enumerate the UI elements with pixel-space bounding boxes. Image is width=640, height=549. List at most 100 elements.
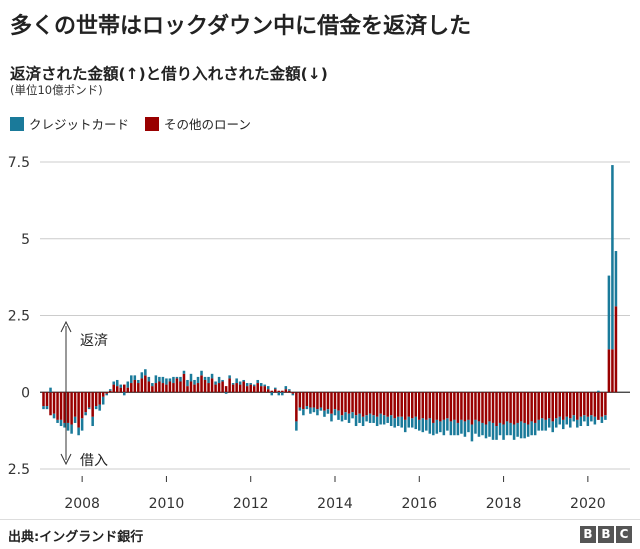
bar-credit-card xyxy=(347,413,351,423)
bar-other-loans xyxy=(470,392,474,425)
bar-other-loans xyxy=(604,392,607,416)
annotation-repay-label: 返済 xyxy=(80,333,108,349)
bar-credit-card xyxy=(516,422,519,437)
bar-credit-card xyxy=(235,378,238,384)
bar-credit-card xyxy=(389,415,393,427)
bar-credit-card xyxy=(42,406,45,410)
bar-credit-card xyxy=(407,416,411,428)
bar-other-loans xyxy=(389,392,393,416)
bar-credit-card xyxy=(108,389,112,391)
y-tick-label: 2.5 xyxy=(8,462,30,478)
unit-label: (単位10億ポンド) xyxy=(10,83,103,97)
bar-credit-card xyxy=(439,421,442,433)
bar-other-loans xyxy=(242,381,245,393)
bar-other-loans xyxy=(161,383,165,393)
bars xyxy=(42,165,618,442)
bar-other-loans xyxy=(477,392,481,422)
bar-other-loans xyxy=(231,384,235,393)
bar-credit-card xyxy=(245,383,249,387)
bar-credit-card xyxy=(537,419,540,431)
bar-credit-card xyxy=(519,421,523,439)
bar-other-loans xyxy=(449,392,453,422)
bar-credit-card xyxy=(554,418,558,428)
legend-swatch-credit-card xyxy=(10,116,24,131)
legend-swatch-other-loans xyxy=(145,116,160,131)
bar-credit-card xyxy=(182,370,186,374)
bar-credit-card xyxy=(544,419,547,431)
bar-credit-card xyxy=(583,415,586,422)
bar-other-loans xyxy=(523,392,526,423)
bar-other-loans xyxy=(428,392,432,419)
bar-other-loans xyxy=(245,386,249,393)
bar-other-loans xyxy=(344,392,347,413)
bar-other-loans xyxy=(558,392,562,417)
bar-credit-card xyxy=(266,386,270,390)
bar-other-loans xyxy=(481,392,484,423)
bar-credit-card xyxy=(565,416,569,425)
bar-credit-card xyxy=(432,422,435,436)
bar-other-loans xyxy=(305,392,309,407)
bar-credit-card xyxy=(421,418,425,433)
y-tick-label: 5 xyxy=(21,232,30,248)
bar-credit-card xyxy=(210,373,214,379)
bar-other-loans xyxy=(569,392,572,419)
bar-other-loans xyxy=(533,392,537,423)
bar-credit-card xyxy=(600,416,604,423)
bar-credit-card xyxy=(224,392,228,394)
bar-other-loans xyxy=(66,392,70,423)
bbc-logo-letter-1: B xyxy=(580,526,596,543)
bar-other-loans xyxy=(432,392,435,423)
bar-credit-card xyxy=(94,406,98,410)
bar-credit-card xyxy=(80,418,84,431)
bar-credit-card xyxy=(456,422,460,436)
bar-other-loans xyxy=(256,383,259,393)
bar-credit-card xyxy=(179,376,182,382)
bar-other-loans xyxy=(519,392,523,422)
bbc-logo-letter-3: C xyxy=(616,526,632,543)
bar-credit-card xyxy=(203,376,207,380)
bar-credit-card xyxy=(284,386,288,390)
bar-credit-card xyxy=(418,419,421,431)
bar-other-loans xyxy=(358,392,361,414)
bar-other-loans xyxy=(151,386,154,393)
bar-credit-card xyxy=(337,410,340,420)
bar-other-loans xyxy=(614,306,618,393)
bar-other-loans xyxy=(182,373,186,393)
bar-credit-card xyxy=(586,416,590,427)
bar-other-loans xyxy=(544,392,547,420)
bar-credit-card xyxy=(547,418,551,428)
bar-credit-card xyxy=(502,424,505,440)
bar-credit-card xyxy=(274,387,277,390)
bar-other-loans xyxy=(179,381,182,393)
bar-credit-card xyxy=(59,419,63,427)
bar-credit-card xyxy=(488,421,491,437)
bar-credit-card xyxy=(112,381,116,385)
bar-other-loans xyxy=(63,392,66,423)
bar-other-loans xyxy=(42,392,45,407)
bar-credit-card xyxy=(140,372,144,379)
source-label: 出典:イングランド銀行 xyxy=(8,530,144,545)
bar-credit-card xyxy=(130,375,133,384)
bar-other-loans xyxy=(572,392,576,416)
annotation-borrow-label: 借入 xyxy=(80,453,108,469)
bar-credit-card xyxy=(200,370,203,376)
bar-other-loans xyxy=(52,392,56,414)
bar-credit-card xyxy=(484,424,488,439)
bar-other-loans xyxy=(259,386,263,393)
bar-other-loans xyxy=(425,392,428,420)
bar-credit-card xyxy=(161,376,165,384)
bar-other-loans xyxy=(365,392,368,416)
bar-credit-card xyxy=(561,419,565,430)
bar-other-loans xyxy=(540,392,544,419)
bar-credit-card xyxy=(326,409,330,414)
legend: クレジットカード その他のローン xyxy=(10,114,267,133)
bar-other-loans xyxy=(323,392,326,411)
bar-other-loans xyxy=(98,392,101,405)
bar-other-loans xyxy=(375,392,379,417)
x-tick-label: 2020 xyxy=(570,496,606,512)
bar-other-loans xyxy=(228,378,231,393)
bar-other-loans xyxy=(281,390,284,393)
bar-credit-card xyxy=(98,404,101,411)
chart-title: 多くの世帯はロックダウン中に借金を返済した xyxy=(10,14,472,39)
